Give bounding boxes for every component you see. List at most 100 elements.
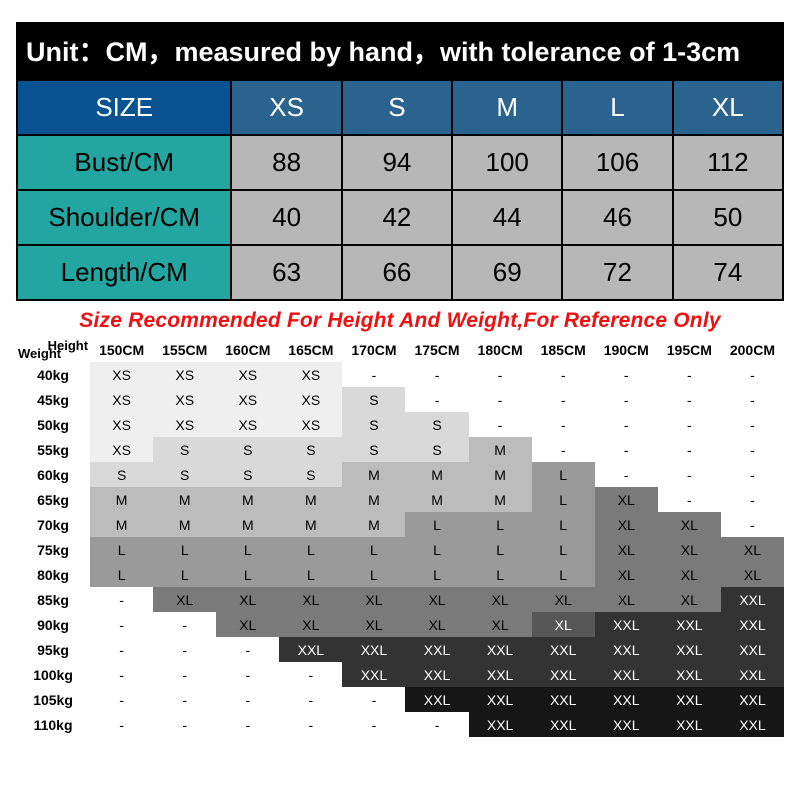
- matrix-cell: XXL: [469, 687, 532, 712]
- matrix-cell: -: [342, 687, 405, 712]
- size-table: SIZE XS S M L XL Bust/CM8894100106112Sho…: [16, 79, 784, 301]
- matrix-cell: -: [279, 662, 342, 687]
- matrix-col-header: 190CM: [595, 337, 658, 362]
- matrix-cell: S: [153, 462, 216, 487]
- unit-title: Unit：CM，measured by hand，with tolerance …: [16, 22, 784, 79]
- size-header-label: SIZE: [17, 80, 231, 135]
- matrix-cell: -: [405, 712, 468, 737]
- matrix-cell: -: [658, 362, 721, 387]
- matrix-cell: L: [216, 562, 279, 587]
- matrix-row: 90kg--XLXLXLXLXLXLXXLXXLXXL: [16, 612, 784, 637]
- matrix-cell: XL: [721, 562, 784, 587]
- matrix-cell: -: [595, 362, 658, 387]
- matrix-cell: -: [721, 437, 784, 462]
- matrix-cell: -: [216, 687, 279, 712]
- matrix-cell: -: [216, 712, 279, 737]
- matrix-cell: L: [216, 537, 279, 562]
- matrix-cell: L: [342, 562, 405, 587]
- matrix-cell: L: [532, 537, 595, 562]
- matrix-cell: L: [469, 512, 532, 537]
- matrix-cell: M: [469, 462, 532, 487]
- matrix-row-header: 50kg: [16, 412, 90, 437]
- size-header-row: SIZE XS S M L XL: [17, 80, 783, 135]
- matrix-cell: -: [532, 437, 595, 462]
- matrix-cell: XXL: [721, 637, 784, 662]
- matrix-cell: XL: [216, 587, 279, 612]
- size-value: 44: [452, 190, 562, 245]
- matrix-cell: -: [153, 712, 216, 737]
- matrix-cell: S: [216, 437, 279, 462]
- matrix-cell: S: [342, 412, 405, 437]
- matrix-cell: -: [279, 687, 342, 712]
- matrix-cell: XXL: [469, 637, 532, 662]
- matrix-cell: XXL: [595, 662, 658, 687]
- size-value: 46: [562, 190, 672, 245]
- matrix-cell: -: [721, 462, 784, 487]
- matrix-cell: XXL: [658, 637, 721, 662]
- matrix-row-header: 40kg: [16, 362, 90, 387]
- matrix-cell: XXL: [405, 662, 468, 687]
- matrix-cell: -: [342, 712, 405, 737]
- matrix-cell: XL: [595, 487, 658, 512]
- matrix-cell: XXL: [658, 612, 721, 637]
- size-col-0: XS: [231, 80, 341, 135]
- matrix-cell: -: [90, 612, 153, 637]
- matrix-cell: XL: [405, 612, 468, 637]
- matrix-cell: L: [532, 487, 595, 512]
- matrix-cell: XXL: [279, 637, 342, 662]
- matrix-cell: S: [342, 437, 405, 462]
- matrix-cell: XS: [279, 362, 342, 387]
- matrix-cell: XXL: [721, 687, 784, 712]
- matrix-cell: -: [90, 662, 153, 687]
- matrix-cell: XL: [595, 587, 658, 612]
- matrix-row: 55kgXSSSSSSM----: [16, 437, 784, 462]
- matrix-cell: XS: [153, 362, 216, 387]
- matrix-cell: -: [216, 637, 279, 662]
- matrix-cell: L: [405, 537, 468, 562]
- matrix-cell: XXL: [721, 662, 784, 687]
- matrix-row: 110kg------XXLXXLXXLXXLXXL: [16, 712, 784, 737]
- matrix-cell: -: [405, 362, 468, 387]
- matrix-row: 105kg-----XXLXXLXXLXXLXXLXXL: [16, 687, 784, 712]
- size-row: Length/CM6366697274: [17, 245, 783, 300]
- matrix-cell: -: [469, 362, 532, 387]
- matrix-cell: XS: [90, 437, 153, 462]
- matrix-cell: XXL: [658, 662, 721, 687]
- matrix-cell: XL: [595, 537, 658, 562]
- matrix-cell: S: [216, 462, 279, 487]
- matrix-cell: S: [279, 437, 342, 462]
- matrix-cell: M: [405, 462, 468, 487]
- matrix-cell: -: [90, 587, 153, 612]
- matrix-cell: XL: [595, 512, 658, 537]
- matrix-cell: XL: [405, 587, 468, 612]
- matrix-row-header: 70kg: [16, 512, 90, 537]
- matrix-cell: -: [658, 412, 721, 437]
- matrix-row-header: 65kg: [16, 487, 90, 512]
- matrix-cell: L: [279, 562, 342, 587]
- matrix-cell: -: [153, 687, 216, 712]
- matrix-cell: XL: [721, 537, 784, 562]
- matrix-cell: XXL: [532, 687, 595, 712]
- matrix-row-header: 80kg: [16, 562, 90, 587]
- matrix-cell: -: [532, 412, 595, 437]
- matrix-cell: XL: [342, 587, 405, 612]
- matrix-cell: L: [279, 537, 342, 562]
- matrix-cell: -: [216, 662, 279, 687]
- size-col-3: L: [562, 80, 672, 135]
- matrix-cell: XL: [658, 537, 721, 562]
- matrix-row-header: 90kg: [16, 612, 90, 637]
- matrix-cell: -: [532, 387, 595, 412]
- matrix-row-header: 110kg: [16, 712, 90, 737]
- matrix-cell: XXL: [595, 637, 658, 662]
- matrix-cell: -: [658, 462, 721, 487]
- matrix-cell: L: [469, 562, 532, 587]
- matrix-cell: S: [405, 412, 468, 437]
- size-value: 106: [562, 135, 672, 190]
- matrix-col-header: 155CM: [153, 337, 216, 362]
- matrix-cell: S: [405, 437, 468, 462]
- matrix-cell: XL: [342, 612, 405, 637]
- matrix-cell: M: [469, 487, 532, 512]
- matrix-row: 75kgLLLLLLLLXLXLXL: [16, 537, 784, 562]
- matrix-cell: XS: [279, 412, 342, 437]
- matrix-row: 50kgXSXSXSXSSS-----: [16, 412, 784, 437]
